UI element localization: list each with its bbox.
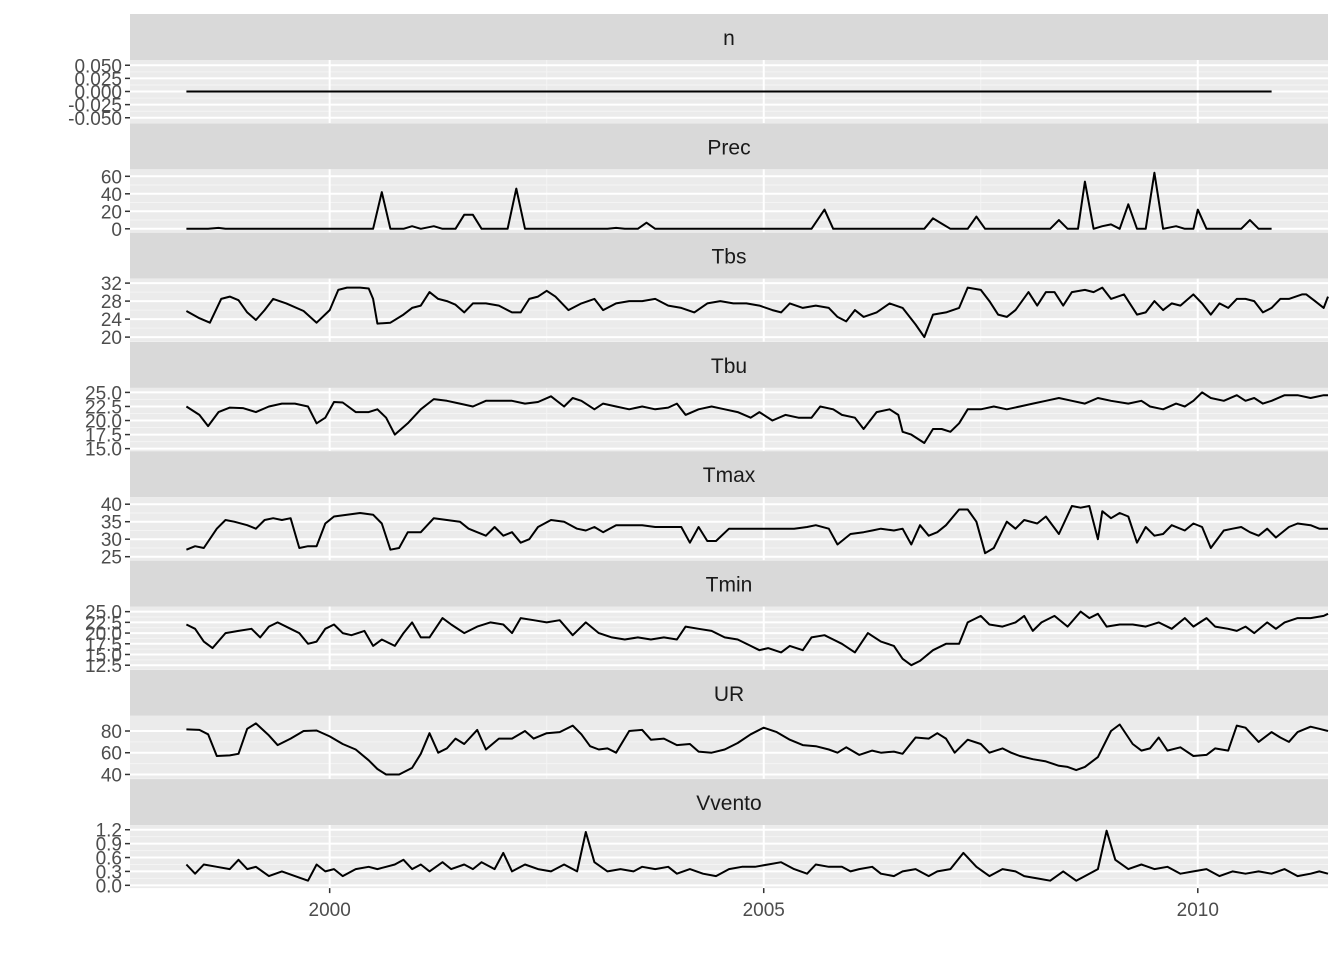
strip-label-vvento: Vvento	[696, 792, 761, 815]
strip-vvento	[130, 779, 1328, 826]
y-tick-label: 0.9	[96, 835, 122, 856]
x-tick-label: 2005	[743, 900, 785, 921]
y-tick-label: 0.0	[96, 876, 122, 897]
y-tick-label: 40	[101, 185, 122, 206]
y-tick-label: 24	[101, 310, 123, 331]
y-tick-label: 30	[101, 530, 122, 551]
y-tick-label: 0.6	[96, 849, 122, 870]
y-tick-label: 15.0	[85, 440, 122, 461]
y-tick-label: 0.000	[74, 83, 122, 104]
y-tick-label: -0.025	[68, 96, 122, 117]
y-tick-label: 25.0	[85, 383, 122, 404]
panel-tmin: Tmin 12.515.017.520.022.525.0	[85, 560, 1329, 677]
y-tick-label: 17.5	[85, 426, 122, 447]
strip-label-n: n	[723, 27, 735, 50]
panels-layer: n-0.050-0.0250.0000.0250.050Prec0204060T…	[68, 14, 1329, 897]
y-tick-label: 22.5	[85, 613, 122, 634]
y-tick-label: 20.0	[85, 624, 122, 645]
y-tick-label: 0.3	[96, 862, 122, 883]
series-line-tbu	[185, 391, 1328, 444]
y-tick-label: 0.050	[74, 56, 122, 77]
panel-tbu: Tbu 15.017.520.022.525.0	[85, 341, 1328, 461]
x-axis: 2000 2005 2010	[309, 888, 1219, 921]
y-tick-label: -0.050	[68, 109, 122, 130]
y-tick-label: 20.0	[85, 412, 122, 433]
strip-ur	[130, 669, 1328, 716]
y-tick-label: 20	[101, 328, 122, 349]
y-tick-label: 15.0	[85, 646, 122, 667]
strip-prec	[130, 123, 1328, 170]
strip-tbu	[130, 341, 1328, 388]
series-line-tbs	[185, 286, 1329, 339]
y-tick-label: 35	[101, 513, 122, 534]
y-tick-label: 28	[101, 292, 122, 313]
strip-label-tmin: Tmin	[706, 574, 753, 597]
series-line-tmin	[185, 610, 1329, 667]
y-tick-label: 60	[101, 167, 122, 188]
y-tick-label: 40	[101, 495, 122, 516]
y-tick-label: 12.5	[85, 656, 122, 677]
y-tick-label: 60	[101, 744, 122, 765]
y-tick-label: 0.025	[74, 69, 122, 90]
strip-label-tbu: Tbu	[711, 355, 747, 378]
strip-label-tmax: Tmax	[703, 464, 756, 487]
series-line-vvento	[185, 829, 1329, 882]
y-tick-label: 32	[101, 274, 122, 295]
x-tick-label: 2000	[309, 900, 351, 921]
y-tick-label: 80	[101, 722, 122, 743]
strip-n	[130, 14, 1328, 60]
y-tick-label: 22.5	[85, 397, 122, 418]
y-tick-label: 1.2	[96, 821, 122, 842]
strip-label-ur: UR	[714, 683, 744, 706]
strip-tmin	[130, 560, 1328, 607]
x-tick-label: 2010	[1177, 900, 1219, 921]
strip-tmax	[130, 451, 1328, 498]
series-line-tmax	[186, 505, 1328, 555]
y-tick-label: 0	[111, 220, 122, 241]
plot-background	[130, 169, 1328, 233]
panel-vvento: Vvento 0.00.30.60.91.2	[96, 779, 1329, 897]
series-line-ur	[186, 722, 1329, 776]
y-tick-label: 40	[101, 765, 122, 786]
y-tick-label: 17.5	[85, 635, 122, 656]
strip-label-tbs: Tbs	[711, 246, 746, 269]
strip-label-prec: Prec	[707, 136, 750, 159]
series-line-prec	[186, 171, 1272, 230]
y-tick-label: 20	[101, 202, 122, 223]
y-tick-label: 25.0	[85, 603, 122, 624]
y-tick-label: 25	[101, 548, 122, 569]
strip-tbs	[130, 232, 1328, 279]
